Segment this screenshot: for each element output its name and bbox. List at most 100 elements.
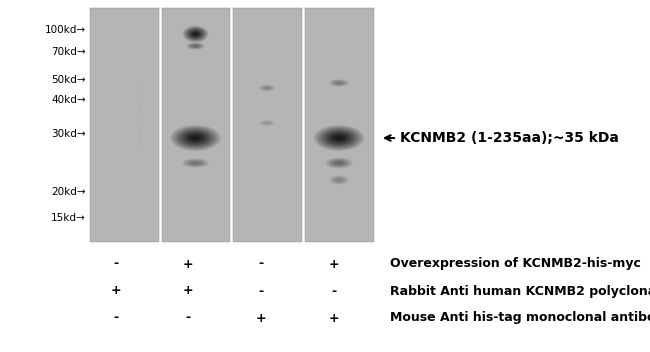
Ellipse shape	[173, 126, 218, 150]
Ellipse shape	[334, 178, 344, 182]
Ellipse shape	[325, 131, 353, 145]
Ellipse shape	[190, 161, 200, 165]
Ellipse shape	[185, 160, 205, 166]
Ellipse shape	[337, 179, 341, 181]
Ellipse shape	[328, 132, 350, 144]
Text: 30kd→: 30kd→	[51, 129, 86, 139]
Ellipse shape	[334, 81, 344, 85]
Ellipse shape	[183, 159, 208, 167]
Text: Rabbit Anti human KCNMB2 polyclonal antibody: Rabbit Anti human KCNMB2 polyclonal anti…	[390, 284, 650, 297]
Bar	[90, 8, 159, 242]
Ellipse shape	[189, 43, 202, 49]
Bar	[161, 8, 229, 242]
Ellipse shape	[188, 30, 203, 38]
Ellipse shape	[194, 33, 197, 35]
Ellipse shape	[316, 126, 362, 150]
Ellipse shape	[168, 124, 223, 152]
Ellipse shape	[193, 32, 198, 36]
Ellipse shape	[193, 45, 198, 47]
Bar	[233, 8, 302, 242]
Ellipse shape	[191, 44, 200, 48]
Ellipse shape	[188, 161, 203, 165]
Text: Overexpression of KCNMB2-his-myc: Overexpression of KCNMB2-his-myc	[390, 258, 641, 270]
Ellipse shape	[336, 82, 342, 84]
Text: 100kd→: 100kd→	[45, 25, 86, 35]
Ellipse shape	[259, 85, 275, 91]
Ellipse shape	[186, 28, 205, 40]
Ellipse shape	[184, 26, 207, 42]
Ellipse shape	[331, 176, 347, 184]
Ellipse shape	[338, 180, 340, 181]
Ellipse shape	[188, 134, 202, 142]
Ellipse shape	[337, 82, 341, 84]
Text: -: -	[332, 284, 337, 297]
Ellipse shape	[335, 178, 343, 182]
Ellipse shape	[333, 81, 345, 85]
Text: +: +	[183, 258, 193, 270]
Ellipse shape	[263, 121, 272, 125]
Text: +: +	[329, 258, 339, 270]
Ellipse shape	[187, 43, 204, 49]
Ellipse shape	[330, 133, 348, 143]
Ellipse shape	[330, 159, 348, 166]
Ellipse shape	[260, 121, 274, 125]
Ellipse shape	[333, 161, 345, 165]
Ellipse shape	[329, 175, 349, 184]
Ellipse shape	[260, 86, 274, 90]
Ellipse shape	[333, 177, 344, 182]
Ellipse shape	[191, 31, 200, 37]
Ellipse shape	[258, 84, 276, 92]
Ellipse shape	[261, 121, 273, 125]
Ellipse shape	[330, 176, 348, 184]
Ellipse shape	[330, 80, 348, 86]
Ellipse shape	[335, 162, 343, 164]
Ellipse shape	[264, 87, 270, 89]
Text: -: -	[185, 312, 190, 325]
Text: www.ptgcab.com: www.ptgcab.com	[135, 80, 144, 146]
Ellipse shape	[259, 120, 274, 126]
Ellipse shape	[314, 125, 364, 151]
Ellipse shape	[337, 162, 341, 164]
Ellipse shape	[175, 127, 216, 149]
Ellipse shape	[192, 32, 199, 36]
Ellipse shape	[325, 157, 353, 169]
Ellipse shape	[328, 175, 350, 185]
Ellipse shape	[336, 179, 342, 181]
Ellipse shape	[265, 87, 268, 89]
Ellipse shape	[334, 136, 344, 140]
Text: 50kd→: 50kd→	[51, 75, 86, 85]
Ellipse shape	[189, 161, 202, 165]
Ellipse shape	[190, 44, 202, 48]
Ellipse shape	[182, 158, 209, 168]
Text: +: +	[255, 312, 266, 325]
Ellipse shape	[259, 120, 275, 126]
Ellipse shape	[170, 125, 221, 151]
Ellipse shape	[259, 85, 274, 91]
Ellipse shape	[263, 87, 271, 89]
Text: -: -	[114, 258, 118, 270]
Ellipse shape	[185, 27, 206, 41]
Ellipse shape	[328, 79, 350, 87]
Ellipse shape	[191, 136, 200, 140]
Ellipse shape	[179, 130, 211, 146]
Ellipse shape	[334, 161, 344, 165]
Ellipse shape	[187, 29, 203, 39]
Ellipse shape	[258, 120, 276, 126]
Ellipse shape	[326, 158, 352, 168]
Text: KCNMB2 (1-235aa);~35 kDa: KCNMB2 (1-235aa);~35 kDa	[400, 131, 619, 145]
Ellipse shape	[192, 162, 200, 164]
Text: 20kd→: 20kd→	[51, 187, 86, 197]
Text: +: +	[183, 284, 193, 297]
Ellipse shape	[183, 26, 209, 42]
Text: 70kd→: 70kd→	[51, 47, 86, 57]
Ellipse shape	[193, 162, 198, 164]
Ellipse shape	[263, 86, 272, 90]
Ellipse shape	[190, 44, 200, 48]
Ellipse shape	[311, 124, 367, 152]
Ellipse shape	[333, 177, 345, 183]
Ellipse shape	[182, 131, 209, 145]
Ellipse shape	[332, 160, 346, 166]
Ellipse shape	[329, 159, 349, 167]
Ellipse shape	[187, 160, 204, 166]
Ellipse shape	[265, 87, 269, 89]
